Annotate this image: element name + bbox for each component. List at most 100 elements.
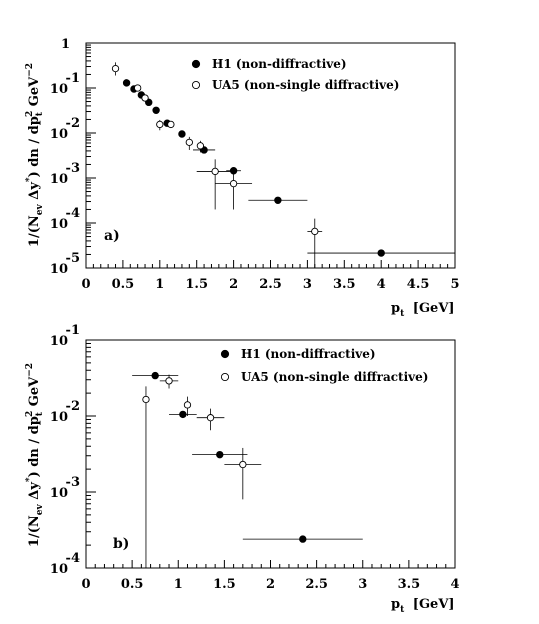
data-point-filled <box>179 410 187 419</box>
data-point-open <box>142 395 150 404</box>
x-axis-title-sub: t <box>400 309 405 319</box>
data-point-open <box>211 167 219 176</box>
x-tick-label: 3 <box>303 277 312 292</box>
y-tick-label: 10 <box>50 262 68 277</box>
data-point-filled <box>377 249 385 257</box>
y-tick-mantissa: 10 <box>50 172 68 187</box>
x-axis-title-unit: [GeV] <box>408 597 454 612</box>
y-tick-exponent: -1 <box>66 71 80 86</box>
data-point-open <box>196 142 205 150</box>
x-tick-label: 0 <box>81 577 90 592</box>
y-title-sup: * <box>25 177 35 182</box>
legend-entry: UA5 (non-single diffractive) <box>241 370 428 384</box>
y-title-sup: −2 <box>25 363 35 377</box>
y-tick-mantissa: 10 <box>50 410 68 425</box>
y-tick-label: 10 <box>50 410 68 425</box>
x-tick-label: 2 <box>266 577 275 592</box>
y-tick-label: 10 <box>50 334 68 349</box>
data-point-filled <box>178 130 186 138</box>
x-tick-label: 2.5 <box>305 577 328 592</box>
x-tick-label: 1.5 <box>185 277 208 292</box>
y-title-part: ) dn / dp <box>27 116 42 177</box>
x-tick-label: 0.5 <box>121 577 144 592</box>
y-title-part: Δy <box>27 182 42 205</box>
x-tick-label: 1 <box>155 277 164 292</box>
data-point-open <box>185 138 193 146</box>
y-tick-exponent: -3 <box>66 161 80 176</box>
panel-label: b) <box>113 536 129 552</box>
x-axis-title-sub: t <box>400 605 405 615</box>
y-tick-label: 10 <box>50 82 68 97</box>
x-axis-title-main: p <box>391 301 400 316</box>
data-point-filled <box>122 79 131 87</box>
data-point-filled <box>299 535 307 543</box>
y-tick-label: 1 <box>61 37 70 52</box>
legend-marker-filled <box>220 349 230 359</box>
y-tick-mantissa: 10 <box>50 262 68 277</box>
x-tick-label: 2 <box>229 277 238 292</box>
legend-marker-open <box>191 80 201 90</box>
legend-entry: UA5 (non-single diffractive) <box>212 78 399 92</box>
data-point-open <box>229 179 238 188</box>
data-point-filled <box>152 106 160 114</box>
y-tick-exponent: -4 <box>66 551 80 566</box>
y-tick-label: 10 <box>50 127 68 142</box>
x-tick-label: 4 <box>377 277 386 292</box>
y-axis-title: 1/(Nev Δy*) dn / dpt2 GeV−2 <box>25 63 45 247</box>
x-tick-label: 3.5 <box>398 577 421 592</box>
y-tick-label: 10 <box>50 217 68 232</box>
y-tick-mantissa: 10 <box>50 562 68 577</box>
y-title-sub: ev <box>35 504 45 516</box>
y-tick-exponent: -4 <box>66 206 80 221</box>
data-point-open <box>141 94 149 102</box>
data-point-filled <box>216 450 224 459</box>
x-tick-label: 2.5 <box>259 277 282 292</box>
y-tick-exponent: -1 <box>66 323 80 338</box>
data-point-open <box>183 401 192 409</box>
y-tick-mantissa: 1 <box>61 37 70 52</box>
x-tick-label: 1.5 <box>213 577 236 592</box>
data-point-open <box>239 460 247 469</box>
y-tick-label: 10 <box>50 486 68 501</box>
x-tick-label: 0 <box>81 277 90 292</box>
series-h1 <box>132 371 363 543</box>
y-title-sup: * <box>25 477 35 482</box>
x-axis-title: pt [GeV] <box>391 301 455 319</box>
y-tick-mantissa: 10 <box>50 82 68 97</box>
x-tick-label: 3 <box>358 577 367 592</box>
x-tick-label: 4 <box>450 577 459 592</box>
legend-marker-filled <box>191 59 201 69</box>
y-tick-mantissa: 10 <box>50 334 68 349</box>
series-ua5 <box>111 62 323 268</box>
y-title-part: Δy <box>27 482 42 505</box>
y-title-sub: t <box>35 111 45 116</box>
data-point-open <box>165 377 173 385</box>
series-ua5 <box>142 374 262 568</box>
legend-entry: H1 (non-diffractive) <box>241 347 376 361</box>
x-tick-label: 1 <box>174 577 183 592</box>
y-title-sub: ev <box>35 204 45 216</box>
y-title-sup: 2 <box>25 411 35 417</box>
panel-label: a) <box>104 228 120 244</box>
y-title-sup: 2 <box>25 111 35 117</box>
data-point-filled <box>151 371 159 380</box>
y-tick-label: 10 <box>50 562 68 577</box>
y-title-part: GeV <box>27 76 42 111</box>
x-axis-title-main: p <box>391 597 400 612</box>
data-point-filled <box>274 196 282 204</box>
x-axis-title: pt [GeV] <box>391 597 455 615</box>
data-point-open <box>311 227 319 236</box>
data-point-open <box>206 414 215 422</box>
y-tick-label: 10 <box>50 172 68 187</box>
y-tick-exponent: -2 <box>66 116 80 131</box>
x-tick-label: 3.5 <box>333 277 356 292</box>
panel-b: 0 0.5 1 1.5 2 2.5 3 3.5 410-110-210-310-4pt [GeV… <box>25 323 460 615</box>
y-tick-mantissa: 10 <box>50 127 68 142</box>
x-tick-label: 4.5 <box>407 277 430 292</box>
y-tick-exponent: -3 <box>66 475 80 490</box>
y-tick-exponent: -2 <box>66 399 80 414</box>
x-tick-label: 5 <box>450 277 459 292</box>
y-tick-exponent: -5 <box>66 251 80 266</box>
